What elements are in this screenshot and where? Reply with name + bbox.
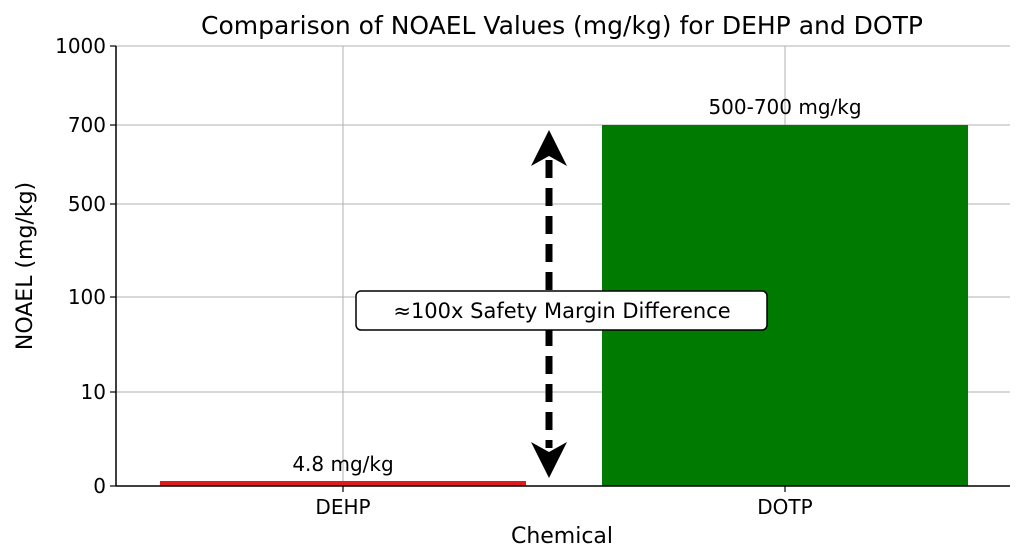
- y-tick-label: 0: [93, 474, 106, 498]
- y-axis-label: NOAEL (mg/kg): [13, 182, 38, 350]
- bar-label-dehp: 4.8 mg/kg: [292, 452, 393, 476]
- y-tick-label: 10: [81, 380, 106, 404]
- annotation-box: [355, 290, 768, 331]
- y-tick-label: 700: [68, 113, 106, 137]
- bar-dehp: [160, 481, 526, 486]
- y-tick-label: 1000: [55, 34, 106, 58]
- x-tick-label: DOTP: [757, 495, 812, 519]
- y-tick-label: 100: [68, 285, 106, 309]
- x-tick-label: DEHP: [315, 495, 370, 519]
- x-axis-label: Chemical: [511, 524, 613, 549]
- y-tick-label: 500: [68, 192, 106, 216]
- axes: [115, 46, 1010, 487]
- ticks: 0 10 100 500 700 1000 DEHP DOTP: [55, 34, 813, 519]
- annotation-text: ≈100x Safety Margin Difference: [393, 299, 730, 323]
- bar-label-dotp: 500-700 mg/kg: [708, 95, 861, 119]
- chart-title: Comparison of NOAEL Values (mg/kg) for D…: [201, 11, 923, 40]
